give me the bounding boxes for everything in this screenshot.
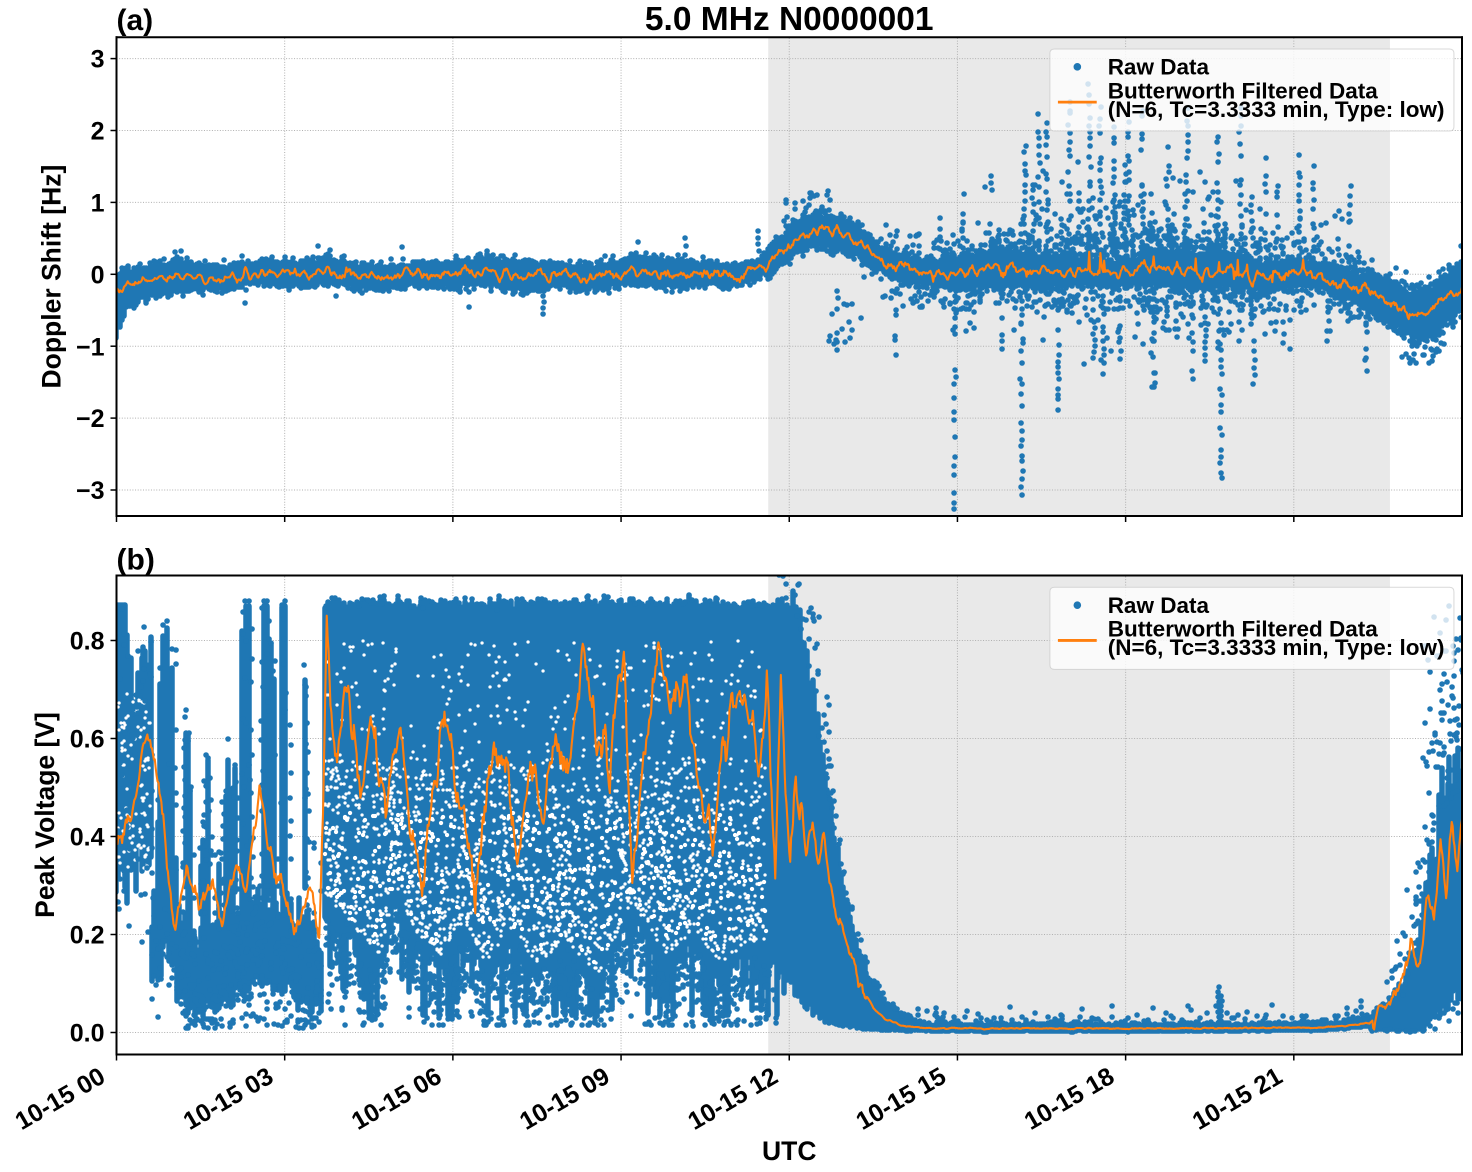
svg-text:(N=6, Tc=3.3333 min, Type: low: (N=6, Tc=3.3333 min, Type: low) — [1108, 635, 1445, 660]
svg-text:2: 2 — [91, 118, 105, 146]
svg-text:Raw Data: Raw Data — [1108, 593, 1210, 618]
svg-text:−2: −2 — [76, 405, 105, 433]
svg-text:UTC: UTC — [762, 1136, 816, 1166]
svg-text:Butterworth Filtered Data: Butterworth Filtered Data — [1108, 78, 1379, 103]
svg-text:−1: −1 — [76, 333, 105, 361]
svg-text:0: 0 — [91, 261, 105, 289]
svg-text:0.0: 0.0 — [70, 1020, 105, 1048]
svg-text:Doppler Shift [Hz]: Doppler Shift [Hz] — [36, 165, 66, 389]
svg-text:0.8: 0.8 — [70, 628, 105, 656]
svg-text:(N=6, Tc=3.3333 min, Type: low: (N=6, Tc=3.3333 min, Type: low) — [1108, 97, 1445, 122]
svg-text:Raw Data: Raw Data — [1108, 55, 1210, 80]
svg-text:0.2: 0.2 — [70, 922, 105, 950]
svg-text:0.6: 0.6 — [70, 726, 105, 754]
svg-text:Peak Voltage [V]: Peak Voltage [V] — [30, 712, 60, 918]
svg-text:(a): (a) — [117, 4, 154, 37]
svg-text:1: 1 — [91, 189, 105, 217]
svg-text:Butterworth Filtered Data: Butterworth Filtered Data — [1108, 617, 1379, 642]
svg-text:0.4: 0.4 — [70, 824, 105, 852]
svg-text:−3: −3 — [76, 477, 105, 505]
svg-text:5.0 MHz N0000001: 5.0 MHz N0000001 — [645, 1, 934, 38]
svg-text:(b): (b) — [117, 543, 155, 576]
svg-text:3: 3 — [91, 46, 105, 74]
